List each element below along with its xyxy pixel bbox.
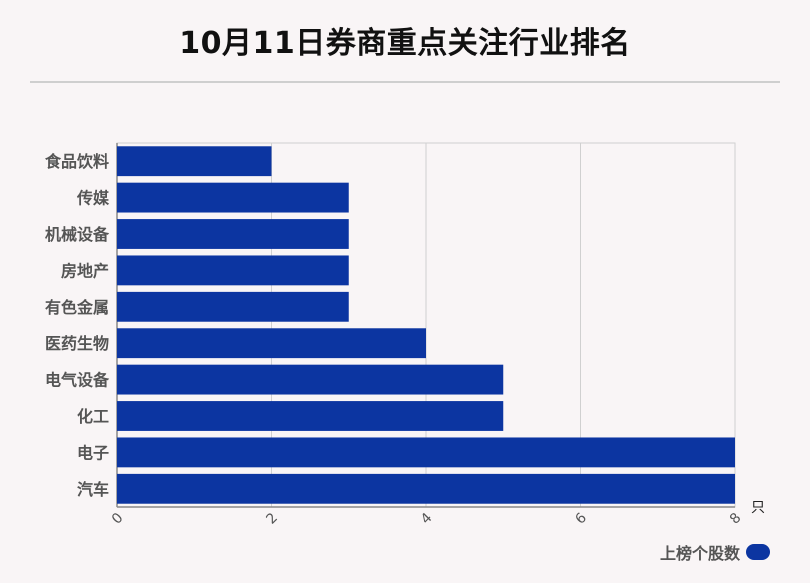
bar-7 [117,364,504,395]
bar-3 [117,219,349,249]
bar-10 [117,473,735,504]
bar-1 [117,146,272,177]
title-divider [30,81,780,83]
category-label: 电气设备 [45,371,110,390]
bar-8 [117,401,504,431]
category-label: 房地产 [61,261,109,280]
category-label: 食品饮料 [44,152,109,171]
bar-6 [117,328,426,359]
x-tick-labels: 0 2 4 6 8 [109,510,745,528]
x-tick-label: 4 [418,510,436,528]
x-tick-label: 2 [263,510,281,528]
category-label: 机械设备 [45,225,110,244]
category-label: 电子 [77,443,109,462]
legend: 上榜个股数 [660,540,770,564]
x-tick-label: 0 [109,510,127,528]
legend-label: 上榜个股数 [659,544,740,563]
category-label: 医药生物 [45,334,109,353]
x-unit-label: 只 [751,500,765,516]
bar-5 [117,291,349,322]
bar-9 [117,437,735,468]
category-label: 有色金属 [45,298,109,317]
bars [117,146,735,504]
legend-swatch [746,544,770,560]
x-tick-label: 8 [727,510,745,528]
bar-2 [117,182,349,213]
x-tick-label: 6 [572,510,590,528]
category-label: 汽车 [77,480,109,499]
category-label: 传媒 [76,189,110,208]
bar-4 [117,255,349,286]
chart-title: 10月11日券商重点关注行业排名 [179,26,631,61]
category-label: 化工 [77,407,109,426]
